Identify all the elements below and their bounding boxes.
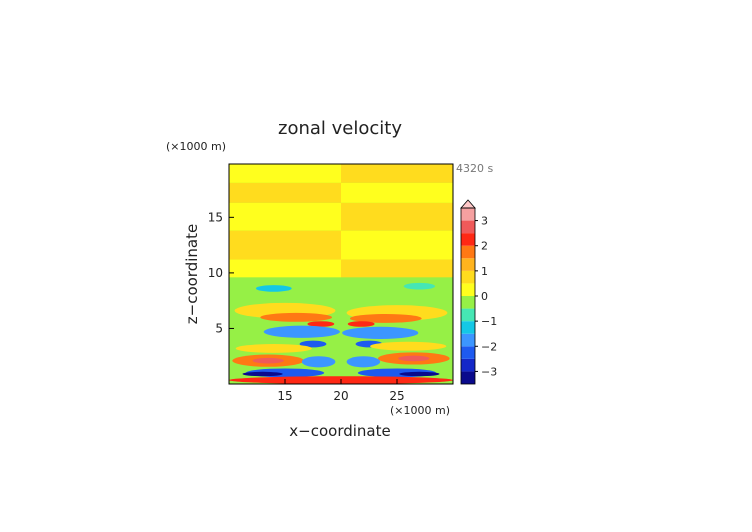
- colorbar-tick-label: 3: [481, 215, 488, 228]
- colorbar-swatch: [461, 308, 475, 322]
- colorbar-swatch: [461, 283, 475, 296]
- velocity-cell: [346, 356, 381, 368]
- colorbar-swatch: [461, 346, 475, 359]
- y-tick-label: 10: [208, 266, 223, 280]
- colorbar-swatch: [461, 233, 475, 246]
- time-label: 4320 s: [456, 162, 493, 175]
- x-tick-label: 25: [389, 389, 404, 403]
- band-right: [341, 164, 453, 183]
- y-axis-ticks: 5 10 15: [208, 210, 234, 335]
- band-left: [229, 259, 341, 278]
- velocity-cell: [301, 356, 336, 368]
- velocity-cell: [255, 285, 292, 292]
- velocity-cell: [342, 326, 419, 339]
- velocity-cell: [370, 341, 447, 351]
- colorbar-swatch: [461, 371, 475, 384]
- y-tick-label: 15: [208, 210, 223, 224]
- x-axis-label: x−coordinate: [289, 422, 390, 440]
- velocity-cell: [349, 314, 422, 323]
- velocity-cell: [242, 371, 283, 377]
- band-right: [341, 182, 453, 203]
- velocity-cell: [252, 357, 284, 364]
- colorbar-swatch: [461, 220, 475, 234]
- velocity-cell: [307, 321, 335, 327]
- colorbar-swatch: [461, 208, 475, 221]
- y-axis-label: z−coordinate: [183, 224, 201, 324]
- velocity-cell: [403, 282, 436, 290]
- band-right: [341, 259, 453, 278]
- colorbar-swatch: [461, 245, 475, 259]
- colorbar-swatch: [461, 333, 475, 347]
- band-right: [341, 202, 453, 231]
- chart-title: zonal velocity: [278, 118, 402, 139]
- colorbar-tick-label: 2: [481, 240, 488, 253]
- velocity-cell: [399, 371, 440, 377]
- colorbar-tick-label: −2: [481, 340, 497, 353]
- velocity-cell: [263, 325, 340, 338]
- velocity-cell: [347, 321, 375, 327]
- y-unit-label: (×1000 m): [166, 140, 226, 153]
- colorbar-swatch: [461, 358, 475, 372]
- contour-plot-area: [228, 163, 454, 385]
- colorbar-tick-label: 1: [481, 265, 488, 278]
- x-axis-ticks: 15 20 25: [277, 379, 405, 403]
- colorbar-tick-label: −1: [481, 315, 497, 328]
- colorbar-swatch: [461, 270, 475, 284]
- velocity-bands: [229, 164, 453, 384]
- y-tick-label: 5: [215, 321, 223, 335]
- velocity-cell: [260, 312, 333, 322]
- velocity-cell: [398, 355, 430, 362]
- x-tick-label: 15: [277, 389, 292, 403]
- velocity-cell: [299, 340, 327, 348]
- band-left: [229, 202, 341, 231]
- band-left: [229, 230, 341, 260]
- band-left: [229, 164, 341, 183]
- x-tick-label: 20: [333, 389, 348, 403]
- colorbar-swatch: [461, 258, 475, 271]
- colorbar-tick-label: −3: [481, 365, 497, 378]
- colorbar: 3 2 1 0 −1 −2 −3: [460, 199, 497, 385]
- x-unit-label: (×1000 m): [390, 404, 450, 417]
- colorbar-extend-arrow: [460, 199, 476, 209]
- colorbar-swatch: [461, 321, 475, 334]
- velocity-cell: [235, 344, 312, 353]
- band-left: [229, 182, 341, 203]
- colorbar-tick-label: 0: [481, 290, 488, 303]
- band-right: [341, 230, 453, 260]
- colorbar-swatch: [461, 296, 475, 309]
